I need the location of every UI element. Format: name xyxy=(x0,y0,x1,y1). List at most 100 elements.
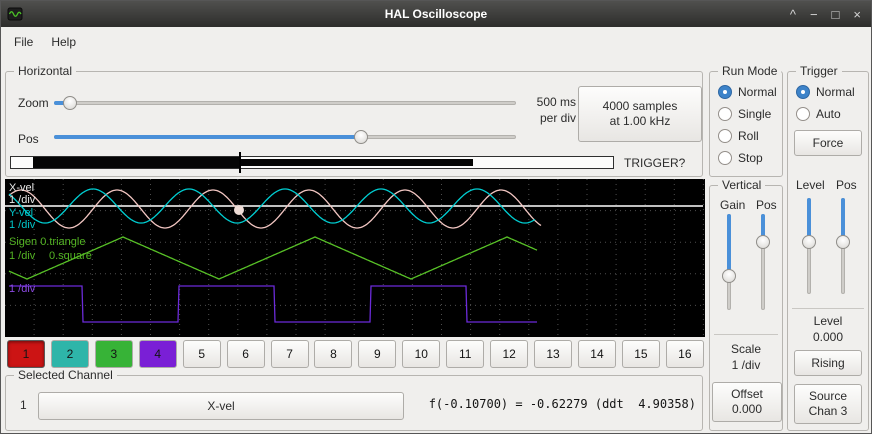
channel-button-13[interactable]: 13 xyxy=(534,340,573,368)
trigger-question-label: TRIGGER? xyxy=(624,156,686,170)
channel-button-2[interactable]: 2 xyxy=(50,340,89,368)
svg-text:0.square: 0.square xyxy=(49,250,92,262)
vertical-pos-slider[interactable] xyxy=(756,214,770,310)
vertical-group: Vertical Gain Pos Scale 1 /div Offset 0.… xyxy=(709,178,783,431)
trigger-pos-fill xyxy=(841,198,845,242)
maximize-button[interactable]: □ xyxy=(831,6,840,22)
selected-channel-name-button[interactable]: X-vel xyxy=(38,392,404,420)
close-button[interactable]: × xyxy=(853,6,861,22)
channel-button-1[interactable]: 1 xyxy=(7,340,45,368)
trigger-pos-handle[interactable] xyxy=(836,234,850,249)
gain-slider-handle[interactable] xyxy=(722,268,736,283)
channel-button-15[interactable]: 15 xyxy=(621,340,660,368)
horizontal-group: Horizontal Zoom 500 ms per div 4000 samp… xyxy=(5,64,703,177)
channel-button-16[interactable]: 16 xyxy=(665,340,704,368)
trigger-source-button[interactable]: Source Chan 3 xyxy=(794,384,862,424)
svg-text:1 /div: 1 /div xyxy=(9,283,36,295)
shade-button[interactable]: ^ xyxy=(789,6,796,22)
vertical-group-label: Vertical xyxy=(718,178,766,193)
gain-slider[interactable] xyxy=(722,214,736,310)
menu-file[interactable]: File xyxy=(14,35,34,49)
gain-slider-fill xyxy=(727,214,731,276)
channel-button-10[interactable]: 10 xyxy=(402,340,441,368)
trigger-edge-button[interactable]: Rising xyxy=(794,350,862,376)
vertical-pos-handle[interactable] xyxy=(756,234,770,249)
svg-text:1 /div: 1 /div xyxy=(9,250,36,262)
menu-help[interactable]: Help xyxy=(51,35,77,49)
record-band-thin xyxy=(241,159,473,166)
radio-label: Normal xyxy=(738,85,777,99)
trigger-mode-normal[interactable]: Normal xyxy=(796,83,855,101)
radio-label: Normal xyxy=(816,85,855,99)
svg-text:1 /div: 1 /div xyxy=(9,194,36,206)
trigger-level-value-label: Level xyxy=(813,314,843,328)
run-mode-single[interactable]: Single xyxy=(718,105,771,123)
samples-button[interactable]: 4000 samples at 1.00 kHz xyxy=(578,86,702,142)
offset-button[interactable]: Offset 0.000 xyxy=(712,382,782,422)
app-icon xyxy=(7,6,23,22)
trigger-level-handle[interactable] xyxy=(802,234,816,249)
radio-label: Auto xyxy=(816,107,841,121)
pos-slider-fill xyxy=(54,135,362,139)
channel-button-8[interactable]: 8 xyxy=(314,340,353,368)
zoom-slider-fill xyxy=(54,101,70,105)
force-button-label: Force xyxy=(812,135,844,150)
channel-button-12[interactable]: 12 xyxy=(490,340,529,368)
vertical-pos-slider-label: Pos xyxy=(756,198,777,212)
channel-button-5[interactable]: 5 xyxy=(182,340,221,368)
record-overview-bar[interactable] xyxy=(10,152,614,173)
pos-slider-handle[interactable] xyxy=(354,130,369,144)
minimize-button[interactable]: − xyxy=(809,6,818,22)
record-cursor[interactable] xyxy=(239,152,241,173)
samples-count: 4000 samples xyxy=(602,99,678,113)
zoom-label: Zoom xyxy=(18,96,49,110)
radio-icon xyxy=(718,129,732,143)
trigger-pos-slider-label: Pos xyxy=(836,178,857,192)
channel-button-3[interactable]: 3 xyxy=(94,340,133,368)
channel-button-6[interactable]: 6 xyxy=(226,340,265,368)
horizontal-group-label: Horizontal xyxy=(14,64,77,79)
channel-button-14[interactable]: 14 xyxy=(577,340,616,368)
pos-slider[interactable] xyxy=(54,130,516,144)
trigger-mode-auto[interactable]: Auto xyxy=(796,105,841,123)
channel-button-row: 1 2 3 4 5 6 7 8 9 10 11 12 13 14 15 16 xyxy=(7,340,704,368)
zoom-slider[interactable] xyxy=(54,96,516,110)
pos-label: Pos xyxy=(18,132,39,146)
force-button[interactable]: Force xyxy=(794,130,862,156)
trigger-edge-label: Rising xyxy=(811,355,845,370)
offset-value: 0.000 xyxy=(731,402,763,416)
vertical-pos-fill xyxy=(761,214,765,242)
run-mode-stop[interactable]: Stop xyxy=(718,149,763,167)
selected-channel-index: 1 xyxy=(20,398,27,412)
trigger-pos-slider[interactable] xyxy=(836,198,850,294)
separator xyxy=(714,334,778,335)
scope-traces xyxy=(5,188,703,323)
run-mode-group-label: Run Mode xyxy=(718,64,782,79)
selected-channel-group-label: Selected Channel xyxy=(14,368,117,383)
channel-button-9[interactable]: 9 xyxy=(358,340,397,368)
radio-icon xyxy=(718,107,732,121)
radio-label: Single xyxy=(738,107,772,121)
trigger-group: Trigger Normal Auto Force Level Pos Leve… xyxy=(787,64,869,431)
trigger-level-slider[interactable] xyxy=(802,198,816,294)
run-mode-normal[interactable]: Normal xyxy=(718,83,777,101)
zoom-slider-handle[interactable] xyxy=(62,96,77,110)
selected-channel-group: Selected Channel 1 X-vel f(-0.10700) = -… xyxy=(5,368,703,431)
record-band-full xyxy=(33,157,241,168)
timebase-value: 500 ms xyxy=(536,95,576,109)
radio-label: Stop xyxy=(738,151,763,165)
radio-icon xyxy=(718,151,732,165)
channel-button-11[interactable]: 11 xyxy=(446,340,485,368)
run-mode-roll[interactable]: Roll xyxy=(718,127,759,145)
scope-grid xyxy=(5,179,705,337)
radio-icon xyxy=(796,85,810,99)
gain-slider-label: Gain xyxy=(720,198,746,212)
scale-value: 1 /div xyxy=(731,358,761,372)
channel-button-7[interactable]: 7 xyxy=(270,340,309,368)
radio-icon xyxy=(796,107,810,121)
channel-button-4[interactable]: 4 xyxy=(138,340,177,368)
svg-text:1 /div: 1 /div xyxy=(9,219,36,231)
